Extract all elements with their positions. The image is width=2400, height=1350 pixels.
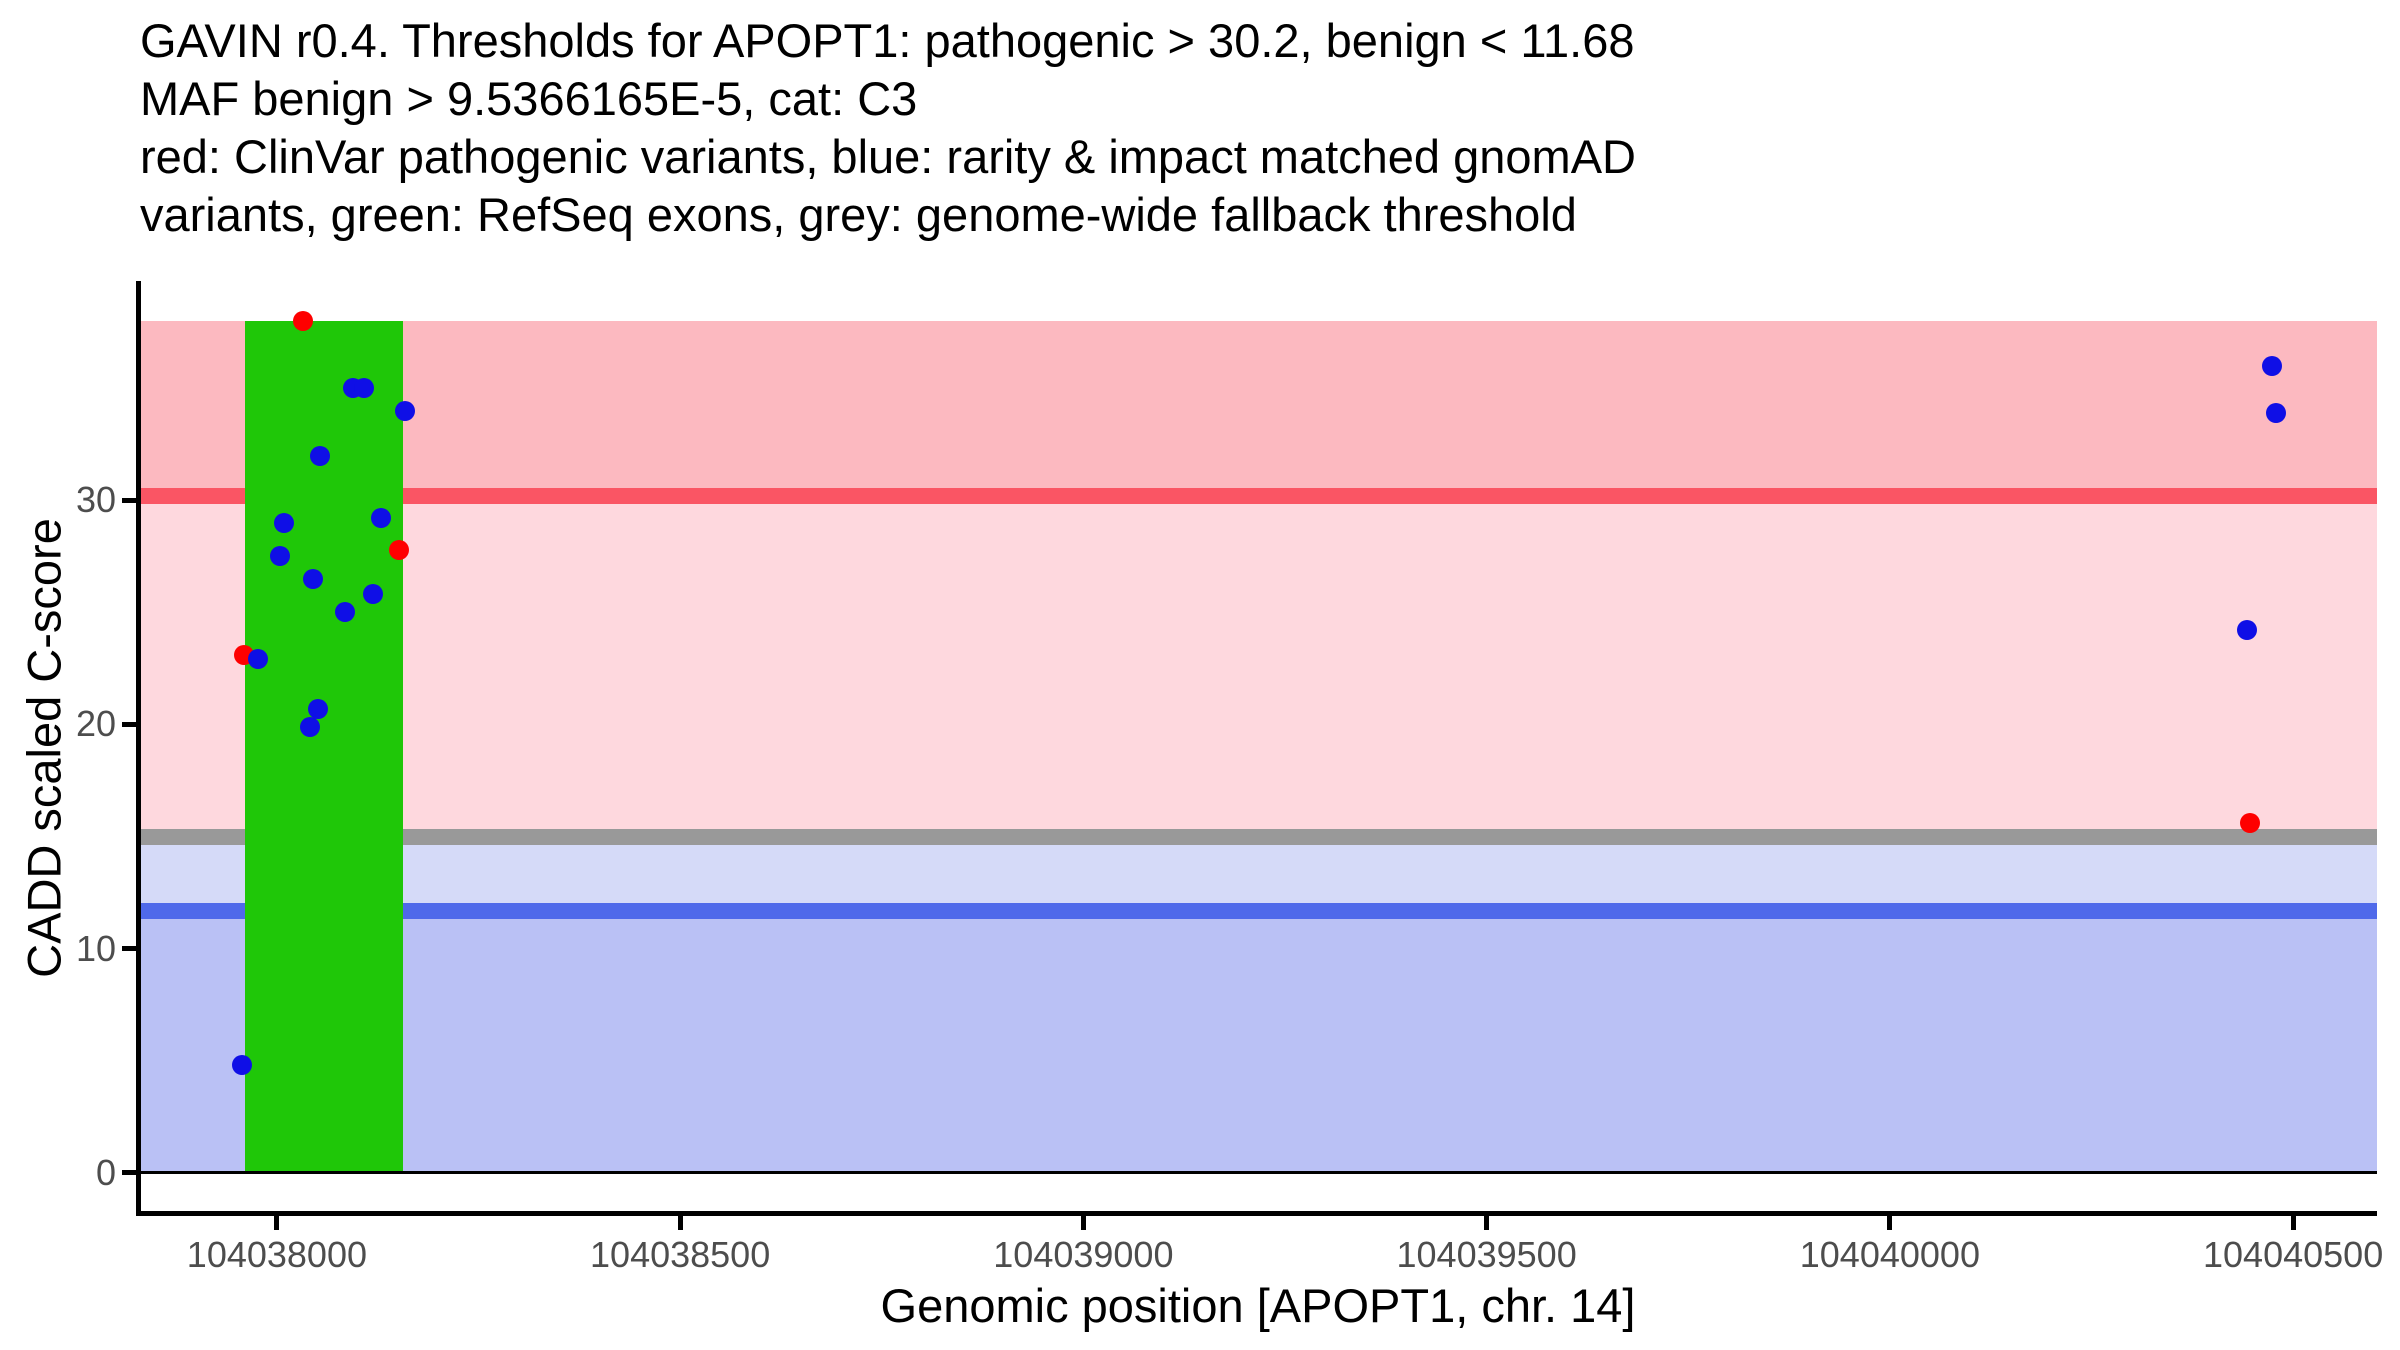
y-axis-tick-label: 30 xyxy=(75,479,116,521)
x-axis-tick-label: 104040000 xyxy=(1799,1234,1980,1275)
pathogenic-threshold-line xyxy=(139,487,2377,504)
x-axis-tick xyxy=(274,1216,280,1230)
gnomad-matched-point xyxy=(334,602,355,623)
zero-line xyxy=(139,1170,2377,1175)
gnomad-matched-point xyxy=(232,1055,253,1076)
gnomad-matched-point xyxy=(370,508,391,529)
plot-title-line-4: variants, green: RefSeq exons, grey: gen… xyxy=(140,188,1577,241)
y-axis-tick-label: 20 xyxy=(75,703,116,745)
x-axis-tick xyxy=(1887,1216,1893,1230)
y-axis-tick xyxy=(122,497,136,503)
gnomad-matched-point xyxy=(2266,402,2287,423)
y-axis-tick xyxy=(122,946,136,952)
gnomad-matched-point xyxy=(309,445,330,466)
x-axis-title: Genomic position [APOPT1, chr. 14] xyxy=(880,1279,1636,1332)
y-axis-tick-label: 0 xyxy=(95,1151,116,1193)
y-axis-title: CADD scaled C-score xyxy=(17,518,71,978)
x-axis-tick xyxy=(2290,1216,2296,1230)
gnomad-matched-point xyxy=(274,512,295,533)
gnomad-matched-point xyxy=(303,568,324,589)
band-vous-upper xyxy=(139,495,2377,837)
x-axis-tick xyxy=(1080,1216,1086,1230)
x-axis-tick-label: 104038000 xyxy=(186,1234,367,1275)
clinvar-pathogenic-point xyxy=(2240,813,2261,834)
plot-title-line-3: red: ClinVar pathogenic variants, blue: … xyxy=(140,130,1636,183)
fallback-threshold-line xyxy=(139,828,2377,845)
x-axis-tick-label: 104038500 xyxy=(590,1234,771,1275)
gnomad-matched-point xyxy=(395,400,416,421)
plot-title-line-2: MAF benign > 9.5366165E-5, cat: C3 xyxy=(140,72,918,125)
gnomad-matched-point xyxy=(354,378,374,399)
x-axis-line xyxy=(136,1211,2377,1216)
band-benign xyxy=(139,910,2377,1173)
gnomad-matched-point xyxy=(362,584,383,605)
gnomad-matched-point xyxy=(2237,620,2258,641)
plot-title: GAVIN r0.4. Thresholds for APOPT1: patho… xyxy=(140,12,1636,244)
y-axis-tick-label: 10 xyxy=(75,927,116,969)
clinvar-pathogenic-point xyxy=(292,311,313,332)
gnomad-matched-point xyxy=(247,649,268,670)
x-axis-tick-label: 104039000 xyxy=(993,1234,1174,1275)
band-vous-lower xyxy=(139,836,2377,911)
plot-title-line-1: GAVIN r0.4. Thresholds for APOPT1: patho… xyxy=(140,14,1635,67)
x-axis-tick xyxy=(1484,1216,1490,1230)
benign-threshold-line xyxy=(139,902,2377,919)
y-axis-line xyxy=(136,281,141,1216)
y-axis-tick xyxy=(122,1170,136,1176)
clinvar-pathogenic-point xyxy=(388,539,409,560)
gnomad-matched-point xyxy=(2262,355,2283,376)
band-pathogenic xyxy=(139,321,2377,496)
gnomad-matched-point xyxy=(270,546,291,567)
x-axis-tick xyxy=(677,1216,683,1230)
x-axis-tick-label: 104039500 xyxy=(1396,1234,1577,1275)
x-axis-tick-label: 104040500 xyxy=(2203,1234,2384,1275)
gnomad-matched-point xyxy=(299,716,320,737)
gnomad-matched-point xyxy=(308,698,329,719)
y-axis-tick xyxy=(122,721,136,727)
